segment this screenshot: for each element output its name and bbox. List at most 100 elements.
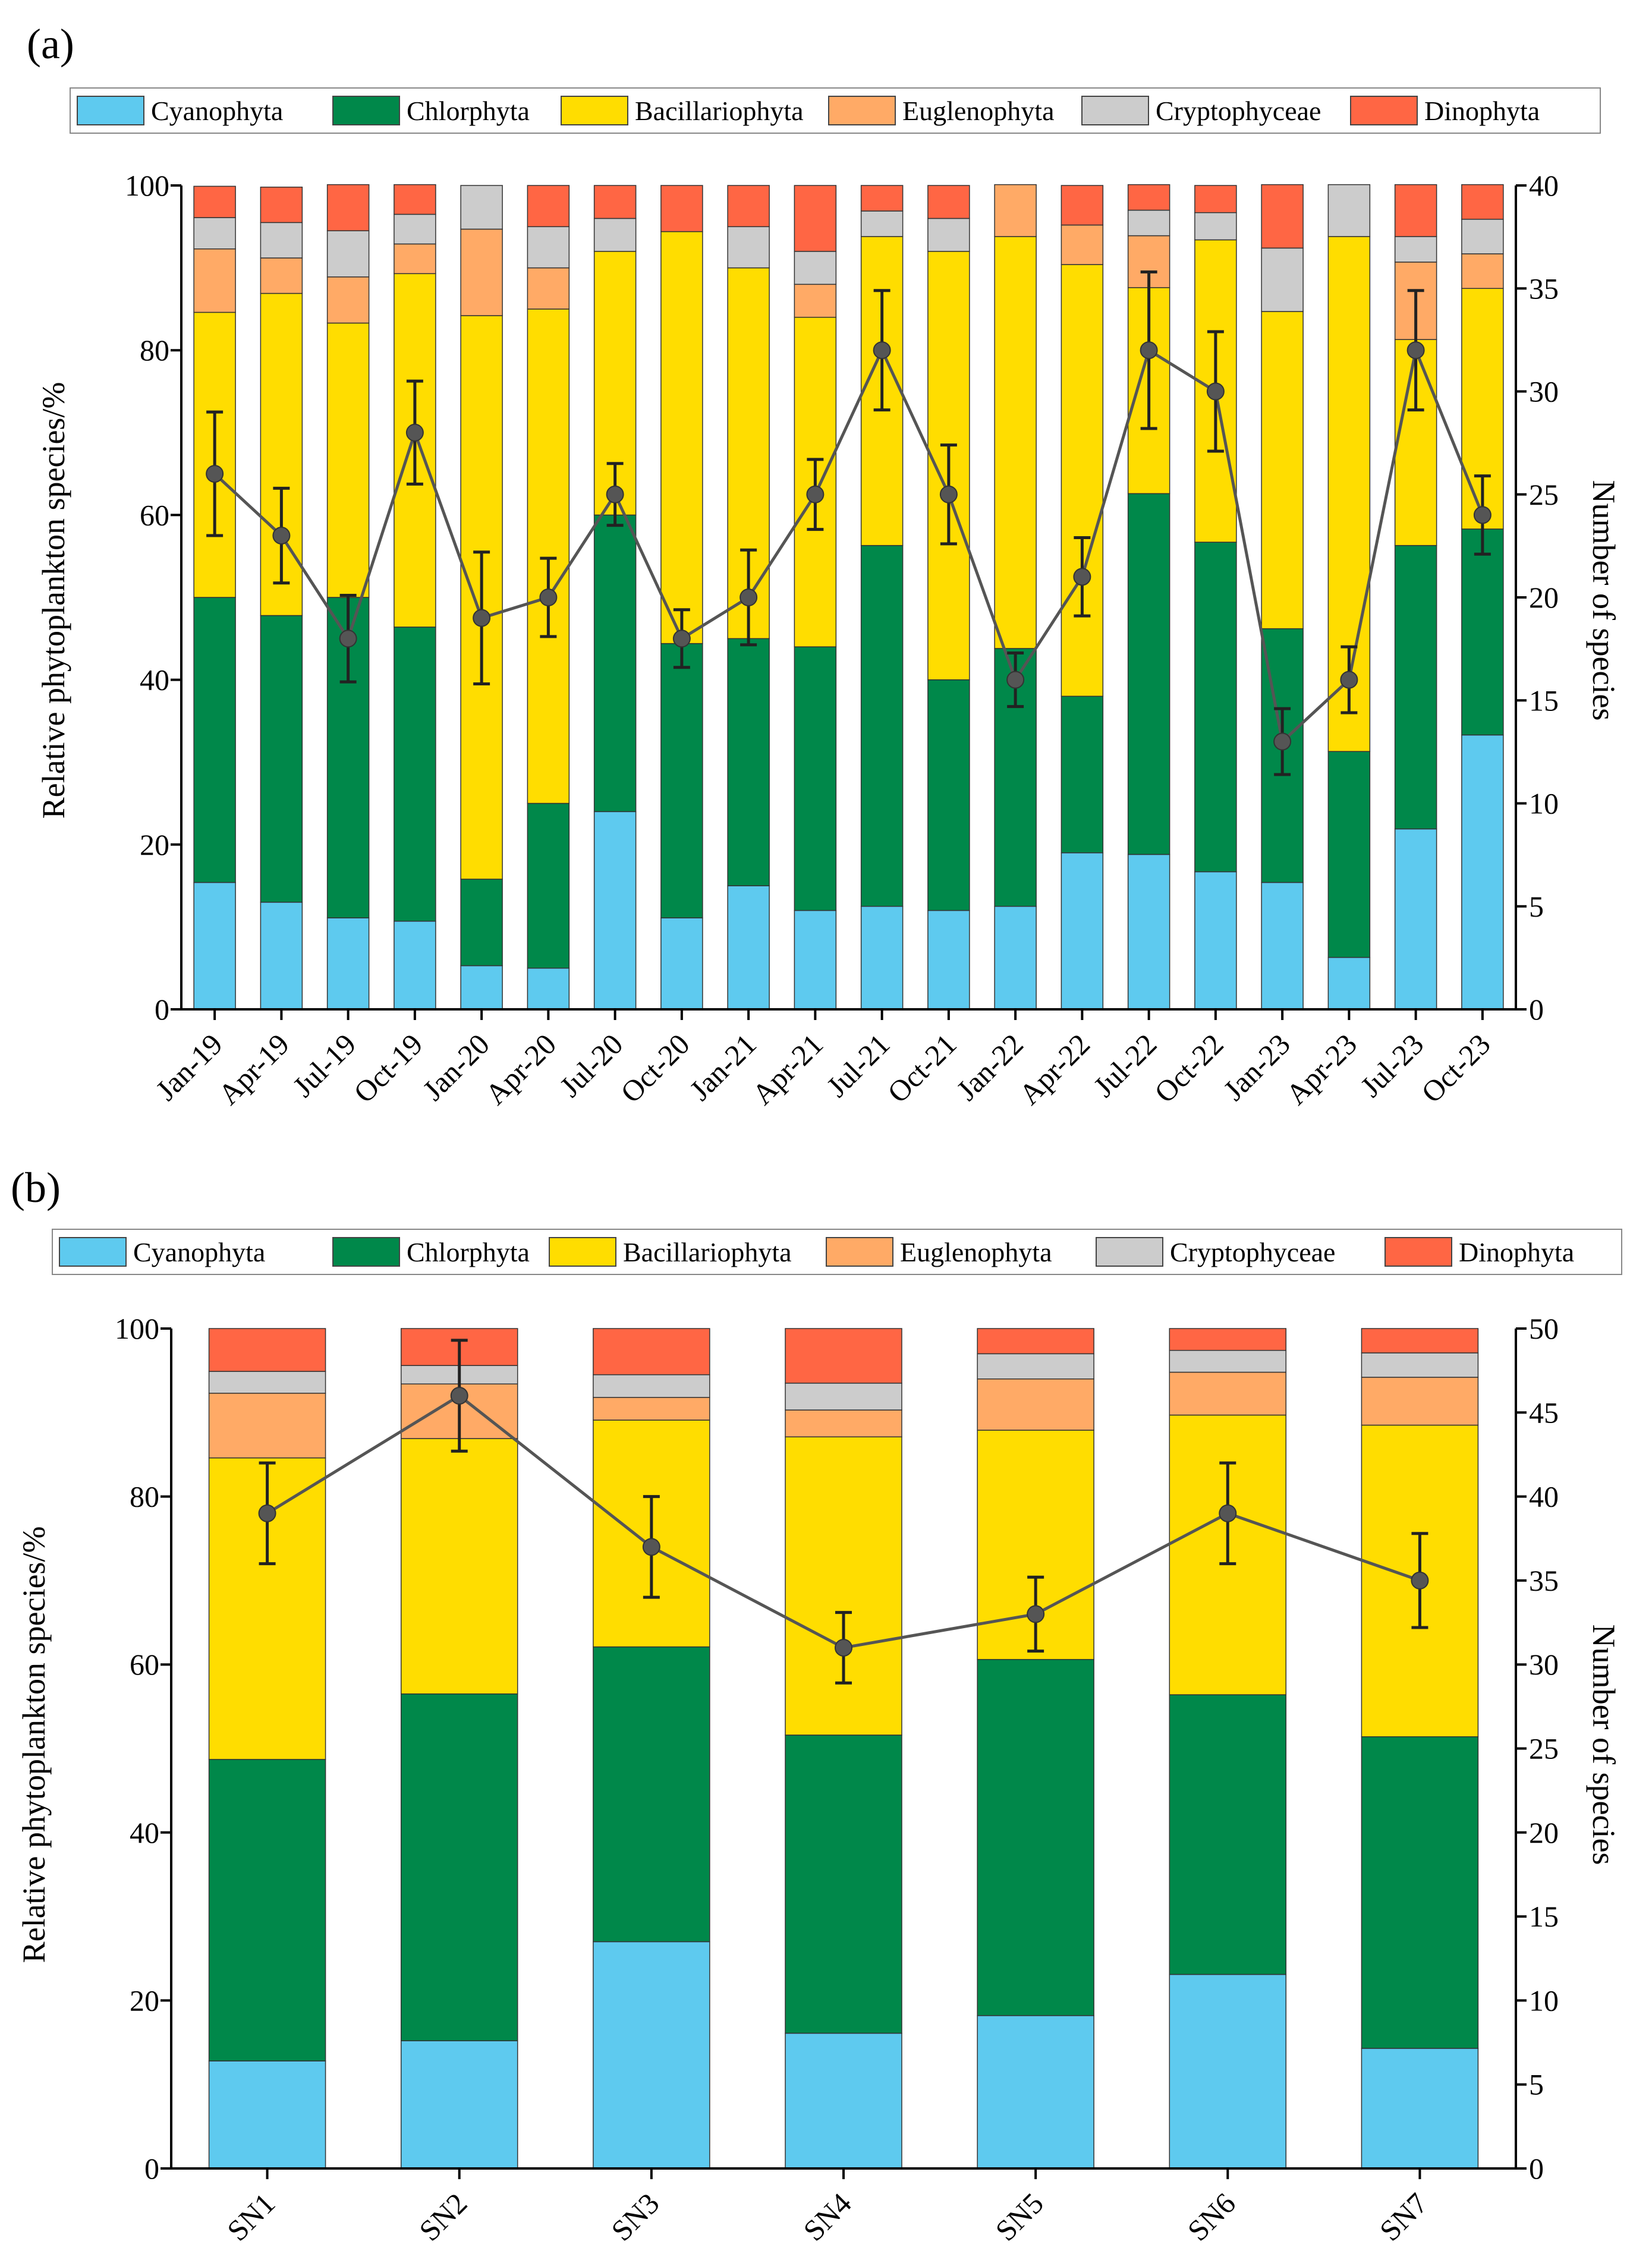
bar-segment-cryptophyceae-sn7 [1361, 1352, 1479, 1378]
legend-swatch-euglenophyta [826, 1237, 893, 1267]
panel-b: (b) Cyanophyta Chlorphyta Bacillariophyta E… [11, 1164, 1622, 2248]
bar-segment-cyanophyta-jul-23 [1394, 828, 1437, 1010]
bar-segment-bacillariophyta-apr-20 [527, 309, 570, 804]
bar-segment-dinophyta-jan-19 [193, 185, 236, 218]
species-count-point-sn5 [1027, 1605, 1045, 1623]
y-tick-label: 20 [140, 828, 169, 861]
bar-segment-dinophyta-sn4 [785, 1328, 902, 1384]
bar-segment-dinophyta-oct-23 [1461, 184, 1504, 220]
y-tick-label: 80 [140, 333, 169, 367]
bar-segment-bacillariophyta-jul-19 [326, 322, 370, 598]
bar-segment-cyanophyta-oct-19 [394, 920, 436, 1010]
bar-segment-dinophyta-jul-19 [326, 184, 370, 231]
y2-tick-label: 20 [1529, 581, 1559, 614]
bar-segment-dinophyta-jul-22 [1127, 184, 1170, 211]
species-count-point-jan-21 [740, 588, 758, 606]
legend-label-dinophyta: Dinophyta [1424, 96, 1540, 126]
bar-segment-cyanophyta-jan-22 [994, 906, 1037, 1010]
legend-swatch-bacillariophyta [561, 96, 628, 125]
bar-segment-cyanophyta-apr-19 [260, 902, 303, 1010]
bar-segment-cyanophyta-apr-22 [1061, 852, 1104, 1010]
species-count-point-jul-22 [1140, 341, 1158, 360]
y2-tick-label: 40 [1529, 1480, 1559, 1513]
y-tick-label: 0 [155, 993, 169, 1026]
y2-tick-label: 5 [1529, 2068, 1544, 2101]
bar-segment-chlorphyta-jul-20 [593, 514, 637, 813]
y-tick-label: 100 [115, 1312, 159, 1345]
bar-segment-chlorphyta-apr-21 [794, 646, 837, 911]
bar-segment-dinophyta-jan-23 [1261, 184, 1304, 249]
bar-segment-cyanophyta-sn5 [977, 2015, 1094, 2169]
species-count-point-apr-21 [806, 485, 825, 503]
y-tick-label: 80 [130, 1480, 159, 1513]
bar-segment-cyanophyta-oct-23 [1461, 734, 1504, 1010]
y2-tick-label: 25 [1529, 478, 1559, 511]
species-count-point-oct-22 [1206, 382, 1225, 401]
species-count-point-jul-19 [339, 629, 357, 648]
bar-segment-dinophyta-sn3 [593, 1328, 710, 1375]
bar-segment-euglenophyta-jan-22 [994, 184, 1037, 237]
legend-label-dinophyta: Dinophyta [1459, 1237, 1574, 1267]
bar-segment-dinophyta-apr-22 [1061, 185, 1104, 226]
y2-tick-label: 10 [1529, 787, 1559, 820]
bar-segment-cryptophyceae-jul-19 [326, 230, 370, 278]
y-tick-label: 40 [140, 663, 169, 697]
bar-segment-dinophyta-sn5 [977, 1328, 1094, 1355]
y2-tick-label: 25 [1529, 1732, 1559, 1765]
panel-a-species-line [206, 270, 1491, 776]
y2-tick-label: 35 [1529, 1564, 1559, 1597]
y-tick-label: 20 [130, 1984, 159, 2017]
bar-segment-chlorphyta-oct-21 [927, 679, 970, 911]
bar-segment-cyanophyta-jul-19 [326, 917, 370, 1010]
bar-segment-cyanophyta-oct-21 [927, 909, 970, 1010]
bar-segment-cryptophyceae-apr-21 [794, 251, 837, 285]
y2-tick-label: 45 [1529, 1396, 1559, 1429]
bar-segment-cyanophyta-jan-23 [1261, 882, 1304, 1010]
legend-label-bacillariophyta: Bacillariophyta [635, 96, 804, 126]
bar-segment-cryptophyceae-oct-23 [1461, 219, 1504, 254]
legend-swatch-cyanophyta [77, 96, 144, 125]
legend-label-cryptophyceae: Cryptophyceae [1170, 1237, 1335, 1267]
y2-tick-label: 30 [1529, 1648, 1559, 1681]
bar-segment-cyanophyta-oct-20 [660, 917, 703, 1010]
bar-segment-cryptophyceae-jan-19 [193, 217, 236, 250]
legend-label-cyanophyta: Cyanophyta [151, 96, 283, 126]
bar-segment-chlorphyta-oct-20 [660, 643, 703, 918]
bar-segment-dinophyta-jul-20 [593, 185, 637, 219]
panel-b-y2-axis-title: Number of species [1586, 1625, 1622, 1865]
bar-segment-chlorphyta-jul-21 [860, 544, 904, 907]
bar-segment-dinophyta-oct-19 [394, 184, 436, 215]
bar-segment-dinophyta-jul-23 [1394, 184, 1437, 237]
legend-swatch-bacillariophyta [549, 1237, 616, 1267]
bar-segment-cryptophyceae-jan-23 [1261, 247, 1304, 312]
bar-segment-cryptophyceae-sn4 [785, 1383, 902, 1411]
legend-swatch-chlorphyta [332, 96, 400, 125]
legend-swatch-chlorphyta [332, 1237, 400, 1267]
bar-segment-chlorphyta-sn3 [593, 1646, 710, 1943]
bar-segment-dinophyta-apr-21 [794, 185, 837, 252]
legend-swatch-cyanophyta [59, 1237, 127, 1267]
y2-tick-label: 5 [1529, 890, 1544, 923]
species-count-point-apr-22 [1073, 568, 1091, 586]
bar-segment-cryptophyceae-apr-20 [527, 226, 570, 269]
species-count-point-sn1 [258, 1504, 276, 1522]
legend-swatch-euglenophyta [828, 96, 896, 125]
panel-b-label: (b) [11, 1164, 61, 1211]
legend-swatch-cryptophyceae [1081, 96, 1149, 125]
bar-segment-euglenophyta-sn1 [208, 1393, 326, 1459]
bar-segment-dinophyta-oct-22 [1194, 185, 1237, 213]
bar-segment-chlorphyta-jan-19 [193, 597, 236, 883]
bar-segment-dinophyta-sn7 [1361, 1328, 1479, 1354]
species-count-point-sn3 [642, 1538, 660, 1556]
legend-label-cryptophyceae: Cryptophyceae [1156, 96, 1321, 126]
panel-b-species-line [258, 1339, 1429, 1685]
bar-segment-cyanophyta-sn1 [208, 2060, 326, 2169]
bar-segment-bacillariophyta-sn2 [400, 1438, 518, 1695]
species-count-point-jan-22 [1006, 671, 1025, 689]
bar-segment-chlorphyta-jul-22 [1127, 493, 1170, 855]
bar-segment-chlorphyta-apr-22 [1061, 695, 1104, 854]
bar-segment-chlorphyta-jul-23 [1394, 544, 1437, 830]
bar-segment-cyanophyta-jan-21 [727, 885, 770, 1010]
species-count-point-oct-21 [939, 485, 958, 503]
